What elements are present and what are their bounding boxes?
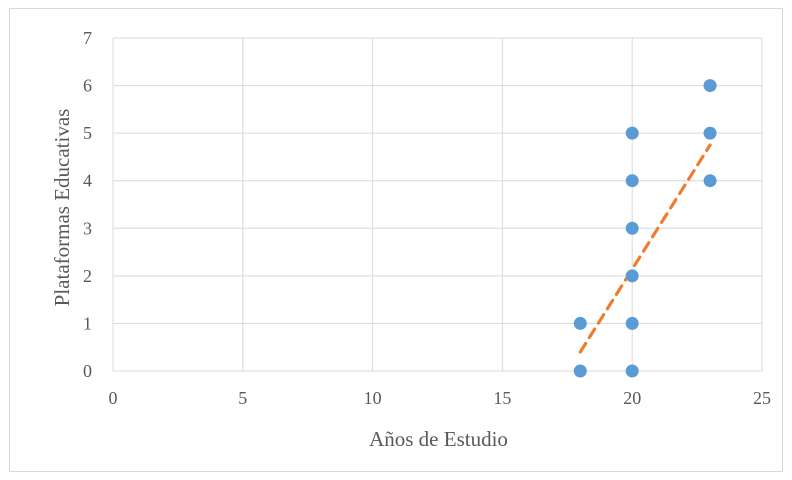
x-tick-label: 10 — [364, 388, 382, 408]
x-tick-label: 25 — [753, 388, 771, 408]
data-point — [703, 126, 717, 140]
y-tick-label: 0 — [83, 361, 92, 381]
y-tick-label: 6 — [83, 76, 92, 96]
y-tick-label: 4 — [83, 171, 92, 191]
data-point — [573, 316, 587, 330]
x-tick-label: 5 — [238, 388, 247, 408]
data-point — [625, 174, 639, 188]
x-tick-label: 15 — [493, 388, 511, 408]
data-points — [573, 79, 717, 378]
gridlines — [112, 37, 763, 372]
data-point — [703, 79, 717, 93]
data-point — [625, 126, 639, 140]
x-axis-title: Años de Estudio — [369, 427, 508, 451]
x-tick-label: 20 — [623, 388, 641, 408]
data-point — [573, 364, 587, 378]
data-point — [625, 316, 639, 330]
data-point — [703, 174, 717, 188]
y-tick-label: 2 — [83, 266, 92, 286]
tick-labels: 0 5 10 15 20 25 0 1 2 3 4 5 6 7 — [83, 28, 771, 408]
trendline — [578, 143, 712, 354]
y-tick-label: 1 — [83, 313, 92, 333]
y-tick-label: 7 — [83, 28, 92, 48]
y-tick-label: 3 — [83, 218, 92, 238]
y-axis-title: Plataformas Educativas — [50, 109, 74, 307]
x-tick-label: 0 — [109, 388, 118, 408]
data-point — [625, 364, 639, 378]
trendline-layer — [578, 143, 712, 354]
data-point — [625, 221, 639, 235]
data-point — [625, 269, 639, 283]
y-tick-label: 5 — [83, 123, 92, 143]
